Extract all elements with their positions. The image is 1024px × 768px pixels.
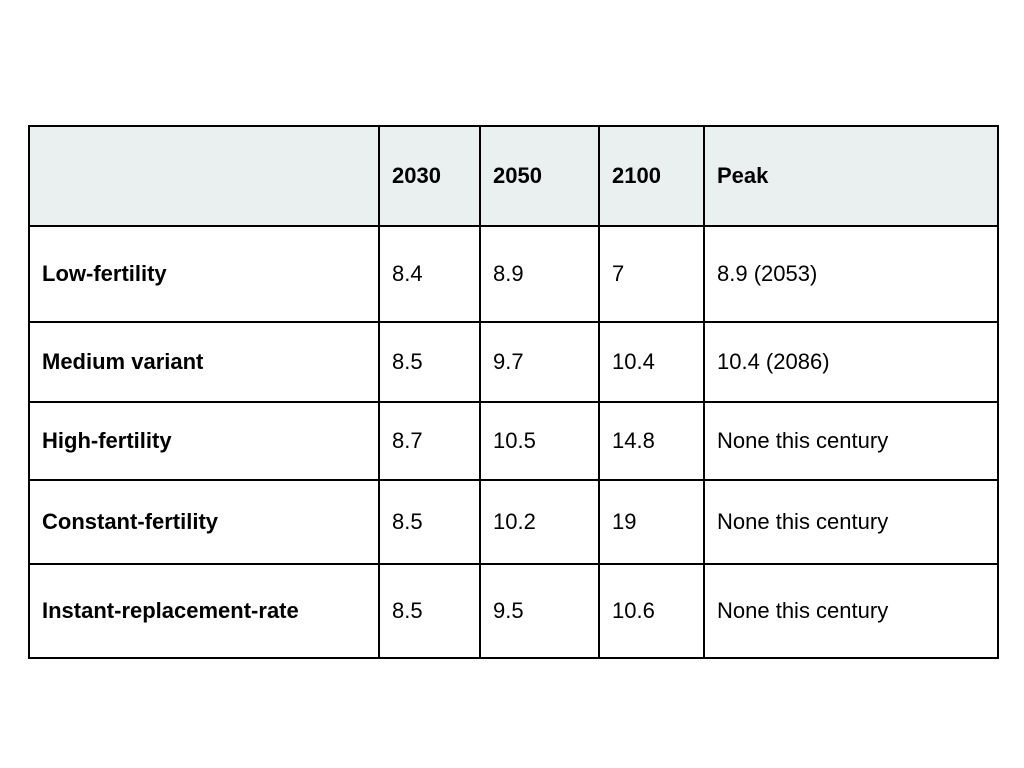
value-cell: 10.4: [598, 321, 705, 403]
value-cell: 8.5: [378, 479, 481, 565]
value-cell: 10.6: [598, 563, 705, 659]
value-cell: None this century: [703, 479, 999, 565]
header-cell-2100: 2100: [598, 125, 705, 227]
table-row: Instant-replacement-rate 8.5 9.5 10.6 No…: [28, 563, 999, 659]
value-cell: 9.7: [479, 321, 600, 403]
population-projection-table: 2030 2050 2100 Peak Low-fertility 8.4 8.…: [28, 125, 999, 659]
row-label-cell: High-fertility: [28, 401, 380, 481]
table-row: Low-fertility 8.4 8.9 7 8.9 (2053): [28, 225, 999, 323]
header-cell-peak: Peak: [703, 125, 999, 227]
value-cell: 19: [598, 479, 705, 565]
value-cell: 9.5: [479, 563, 600, 659]
value-cell: 8.7: [378, 401, 481, 481]
value-cell: 8.4: [378, 225, 481, 323]
header-cell-2050: 2050: [479, 125, 600, 227]
value-cell: None this century: [703, 401, 999, 481]
value-cell: 10.4 (2086): [703, 321, 999, 403]
value-cell: 8.9: [479, 225, 600, 323]
header-cell-blank: [28, 125, 380, 227]
row-label-cell: Constant-fertility: [28, 479, 380, 565]
value-cell: 8.5: [378, 321, 481, 403]
row-label-cell: Low-fertility: [28, 225, 380, 323]
table-row: High-fertility 8.7 10.5 14.8 None this c…: [28, 401, 999, 481]
table-row: Constant-fertility 8.5 10.2 19 None this…: [28, 479, 999, 565]
value-cell: 7: [598, 225, 705, 323]
value-cell: None this century: [703, 563, 999, 659]
value-cell: 10.5: [479, 401, 600, 481]
value-cell: 14.8: [598, 401, 705, 481]
table-row: Medium variant 8.5 9.7 10.4 10.4 (2086): [28, 321, 999, 403]
value-cell: 8.9 (2053): [703, 225, 999, 323]
value-cell: 8.5: [378, 563, 481, 659]
header-cell-2030: 2030: [378, 125, 481, 227]
row-label-cell: Medium variant: [28, 321, 380, 403]
row-label-cell: Instant-replacement-rate: [28, 563, 380, 659]
table-header-row: 2030 2050 2100 Peak: [28, 125, 999, 227]
value-cell: 10.2: [479, 479, 600, 565]
